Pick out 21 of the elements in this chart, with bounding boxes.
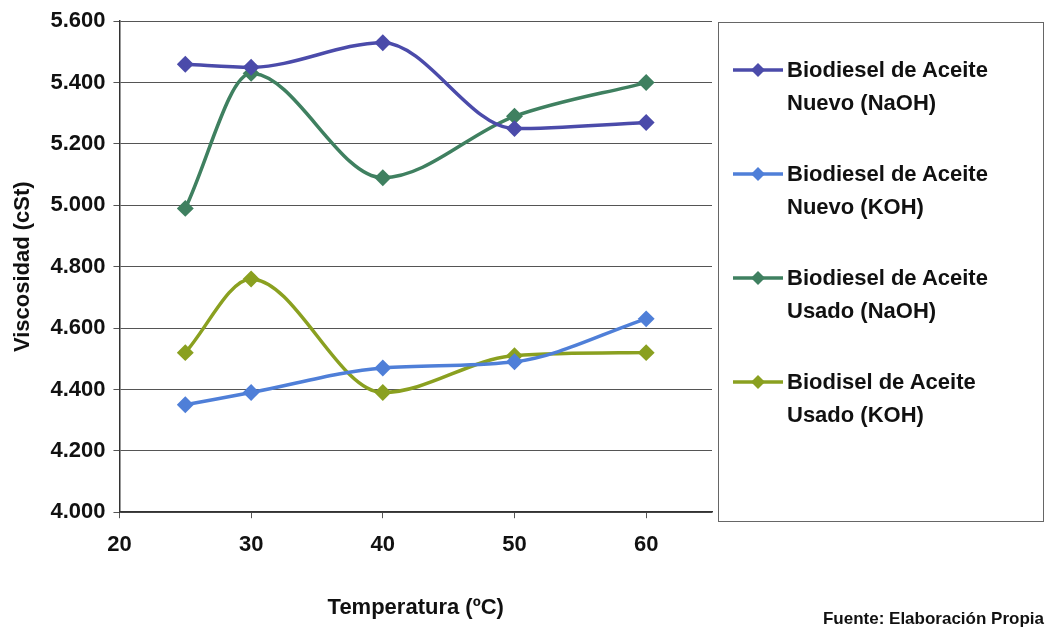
y-tick-label: 5.400 [50, 68, 106, 94]
legend-label: Biodiesel de Aceite Nuevo (NaOH) [787, 56, 989, 117]
y-tick-label: 4.800 [50, 252, 106, 278]
y-tick-label: 4.400 [50, 375, 106, 401]
y-tick-label: 5.200 [50, 130, 106, 156]
legend-label: Biodiesel de Aceite Usado (NaOH) [787, 264, 989, 325]
legend-label: Biodisel de Aceite Usado (KOH) [787, 368, 977, 429]
x-tick-label: 30 [238, 531, 264, 557]
y-tick-label: 5.000 [50, 191, 106, 217]
x-axis-title: Temperatura (ºC) [327, 593, 504, 619]
x-tick-label: 50 [502, 531, 527, 557]
x-tick-label: 20 [107, 531, 132, 557]
y-tick-label: 4.000 [50, 498, 106, 524]
y-tick-label: 4.200 [50, 436, 106, 462]
y-tick-label: 5.600 [50, 7, 106, 33]
source-note: Fuente: Elaboración Propia [822, 609, 1044, 629]
legend-label: Biodiesel de Aceite Nuevo (KOH) [787, 160, 989, 221]
y-axis-title: Viscosidad (cSt) [9, 181, 35, 353]
x-tick-label: 60 [633, 531, 659, 557]
x-tick-label: 40 [370, 531, 396, 557]
y-tick-label: 4.600 [50, 314, 106, 340]
